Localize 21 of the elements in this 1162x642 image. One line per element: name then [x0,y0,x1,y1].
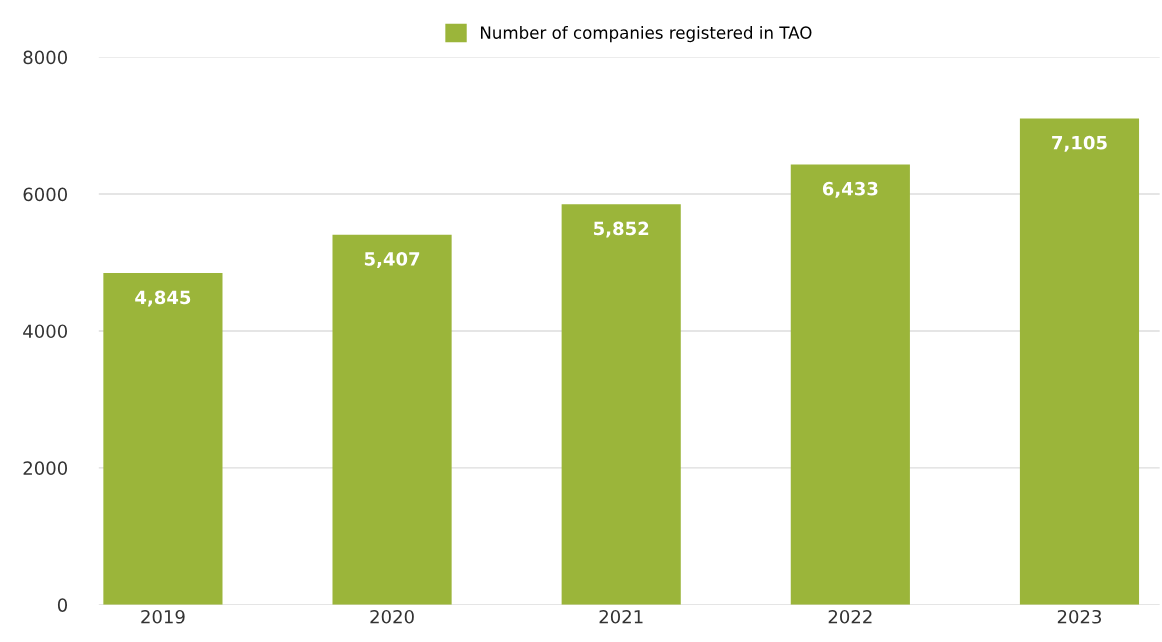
y-tick-label: 4000 [23,324,68,339]
x-tick-label: 2022 [828,609,872,624]
x-tick-label: 2019 [141,609,185,624]
y-tick-label: 0 [57,598,68,612]
bar [332,234,452,605]
data-label: 4,845 [135,290,191,307]
data-label: 5,852 [594,221,649,238]
y-tick-label: 2000 [23,461,68,475]
x-tick-label: 2023 [1057,609,1102,624]
bar [103,273,223,605]
y-tick-label: 6000 [23,187,68,202]
data-label: 7,105 [1052,135,1107,152]
x-tick-label: 2020 [370,609,414,624]
x-tick-label: 2021 [599,609,643,624]
bar [1019,118,1140,605]
data-label: 5,407 [364,252,420,269]
bar [790,164,910,605]
data-label: 6,433 [822,181,878,198]
legend-label: Number of companies registered in TAO [481,26,812,43]
y-tick-label: 8000 [23,50,68,65]
bar [561,204,681,605]
